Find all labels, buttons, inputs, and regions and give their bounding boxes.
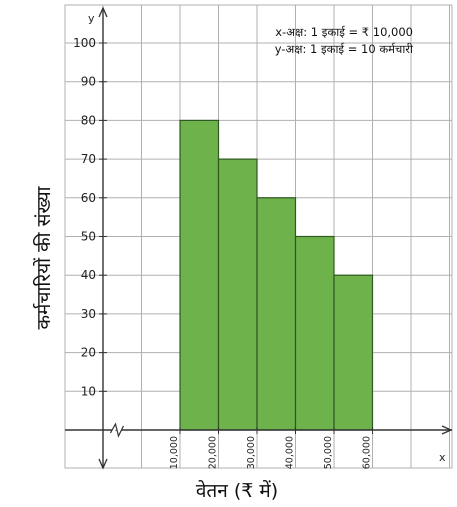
y-tick-label: 100 [73, 36, 96, 50]
bars [179, 119, 374, 431]
y-axis-title: कर्मचारियों की संख्या [32, 185, 55, 329]
y-tick-label: 40 [81, 268, 96, 282]
x-tick-label: 30,000 [246, 436, 257, 469]
x-tick-label: 40,000 [285, 436, 296, 469]
histogram-bar-2 [217, 158, 258, 431]
histogram-bar-5 [333, 274, 374, 431]
histogram-bar-1 [179, 119, 220, 431]
x-tick-label: 50,000 [323, 436, 334, 469]
y-tick-label: 60 [81, 191, 96, 205]
y-axis-letter: y [88, 12, 95, 25]
scale-note-x-axis: x-अक्ष: 1 इकाई = ₹ 10,000 [275, 25, 413, 39]
histogram-bar-3 [256, 197, 297, 431]
y-axis-arrow-down [98, 458, 108, 470]
x-axis-letter: x [439, 451, 446, 464]
y-tick-label: 10 [81, 384, 96, 398]
x-tick-label: 20,000 [208, 436, 219, 469]
x-axis-arrow [441, 425, 453, 435]
y-tick-label: 50 [81, 230, 96, 244]
scale-note-y-axis: y-अक्ष: 1 इकाई = 10 कर्मचारी [275, 42, 414, 56]
y-tick-label: 20 [81, 346, 96, 360]
y-tick-label: 90 [81, 75, 96, 89]
y-axis-arrow [98, 6, 108, 18]
y-tick-label: 80 [81, 113, 96, 127]
y-tick-label: 70 [81, 152, 96, 166]
histogram-bar-4 [294, 235, 335, 431]
y-tick-label: 30 [81, 307, 96, 321]
axes [65, 6, 453, 470]
x-axis-break-symbol [109, 422, 125, 438]
tick-labels: 10 20 30 40 50 60 70 80 90 100 10,000 20,000 30,000 4… [73, 36, 372, 469]
x-tick-label: 10,000 [169, 436, 180, 469]
x-axis-title: वेतन (₹ में) [196, 479, 278, 502]
x-tick-label: 60,000 [362, 436, 373, 469]
